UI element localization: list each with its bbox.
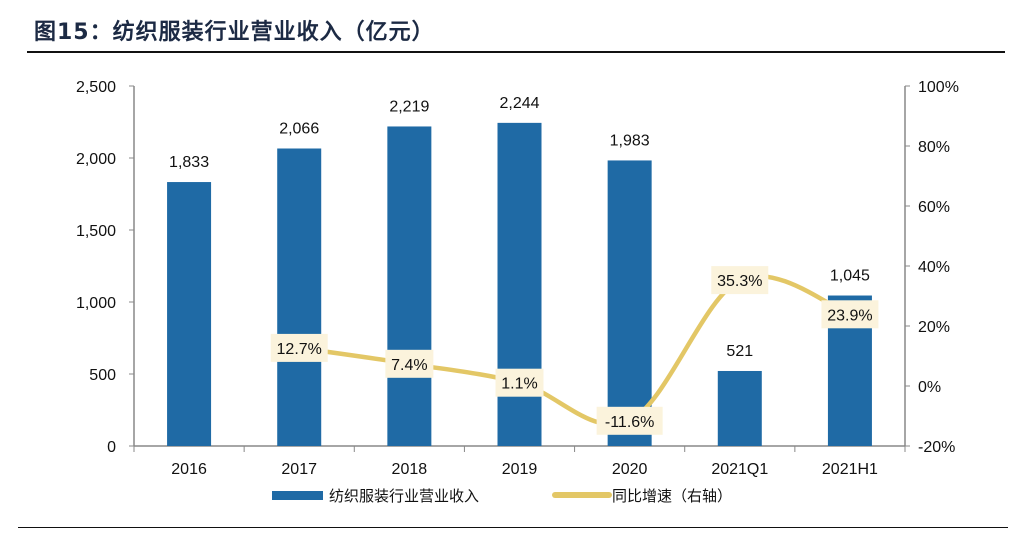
right-tick-label: 0% xyxy=(918,379,941,396)
left-tick-label: 2,000 xyxy=(76,151,116,168)
right-tick-label: 80% xyxy=(918,139,950,156)
line-label: 1.1% xyxy=(501,376,537,393)
line-label: 7.4% xyxy=(391,357,427,374)
bar xyxy=(387,126,432,447)
bar-label: 1,983 xyxy=(610,132,650,149)
line-label: -11.6% xyxy=(605,414,655,431)
growth-line xyxy=(298,273,851,427)
line-label-bg xyxy=(495,368,544,397)
bar xyxy=(607,160,652,446)
bar xyxy=(717,370,762,446)
line-label: 35.3% xyxy=(717,273,762,290)
line-label-bg xyxy=(821,300,879,329)
x-tick-label: 2019 xyxy=(502,461,538,478)
chart-title: 图15：纺织服装行业营业收入（亿元） xyxy=(34,20,435,45)
x-tick-label: 2018 xyxy=(392,461,428,478)
right-tick-label: 20% xyxy=(918,319,950,336)
line-label: 12.7% xyxy=(277,341,322,358)
legend-bar-label: 纺织服装行业营业收入 xyxy=(329,488,479,505)
left-tick-label: 1,000 xyxy=(76,295,116,312)
bar xyxy=(277,148,322,446)
x-tick-label: 2016 xyxy=(171,461,207,478)
bar-label: 1,833 xyxy=(169,154,209,171)
bar-label: 1,045 xyxy=(830,268,870,285)
right-tick-label: 100% xyxy=(918,79,959,96)
bar-label: 2,244 xyxy=(499,95,539,112)
bar-label: 521 xyxy=(726,343,753,360)
right-tick-label: 60% xyxy=(918,199,950,216)
x-tick-label: 2017 xyxy=(281,461,317,478)
left-tick-label: 1,500 xyxy=(76,223,116,240)
x-tick-label: 2021Q1 xyxy=(711,461,768,478)
right-tick-label: -20% xyxy=(918,439,955,456)
x-tick-label: 2021H1 xyxy=(822,461,878,478)
bottom-divider xyxy=(18,527,1008,528)
line-label-bg xyxy=(711,266,769,295)
left-tick-label: 500 xyxy=(89,367,116,384)
title-divider xyxy=(27,51,1005,53)
bar xyxy=(497,122,542,446)
legend-bar-swatch xyxy=(272,491,323,500)
line-label-bg xyxy=(596,406,663,435)
line-label-bg xyxy=(385,349,434,378)
left-tick-label: 0 xyxy=(107,439,116,456)
line-label-bg xyxy=(270,333,328,362)
bar xyxy=(167,182,212,446)
x-tick-label: 2020 xyxy=(612,461,648,478)
left-tick-label: 2,500 xyxy=(76,79,116,96)
line-label: 23.9% xyxy=(827,307,872,324)
right-tick-label: 40% xyxy=(918,259,950,276)
legend-line-label: 同比增速（右轴） xyxy=(612,488,732,505)
bar-label: 2,066 xyxy=(279,120,319,137)
bar-label: 2,219 xyxy=(389,98,429,115)
